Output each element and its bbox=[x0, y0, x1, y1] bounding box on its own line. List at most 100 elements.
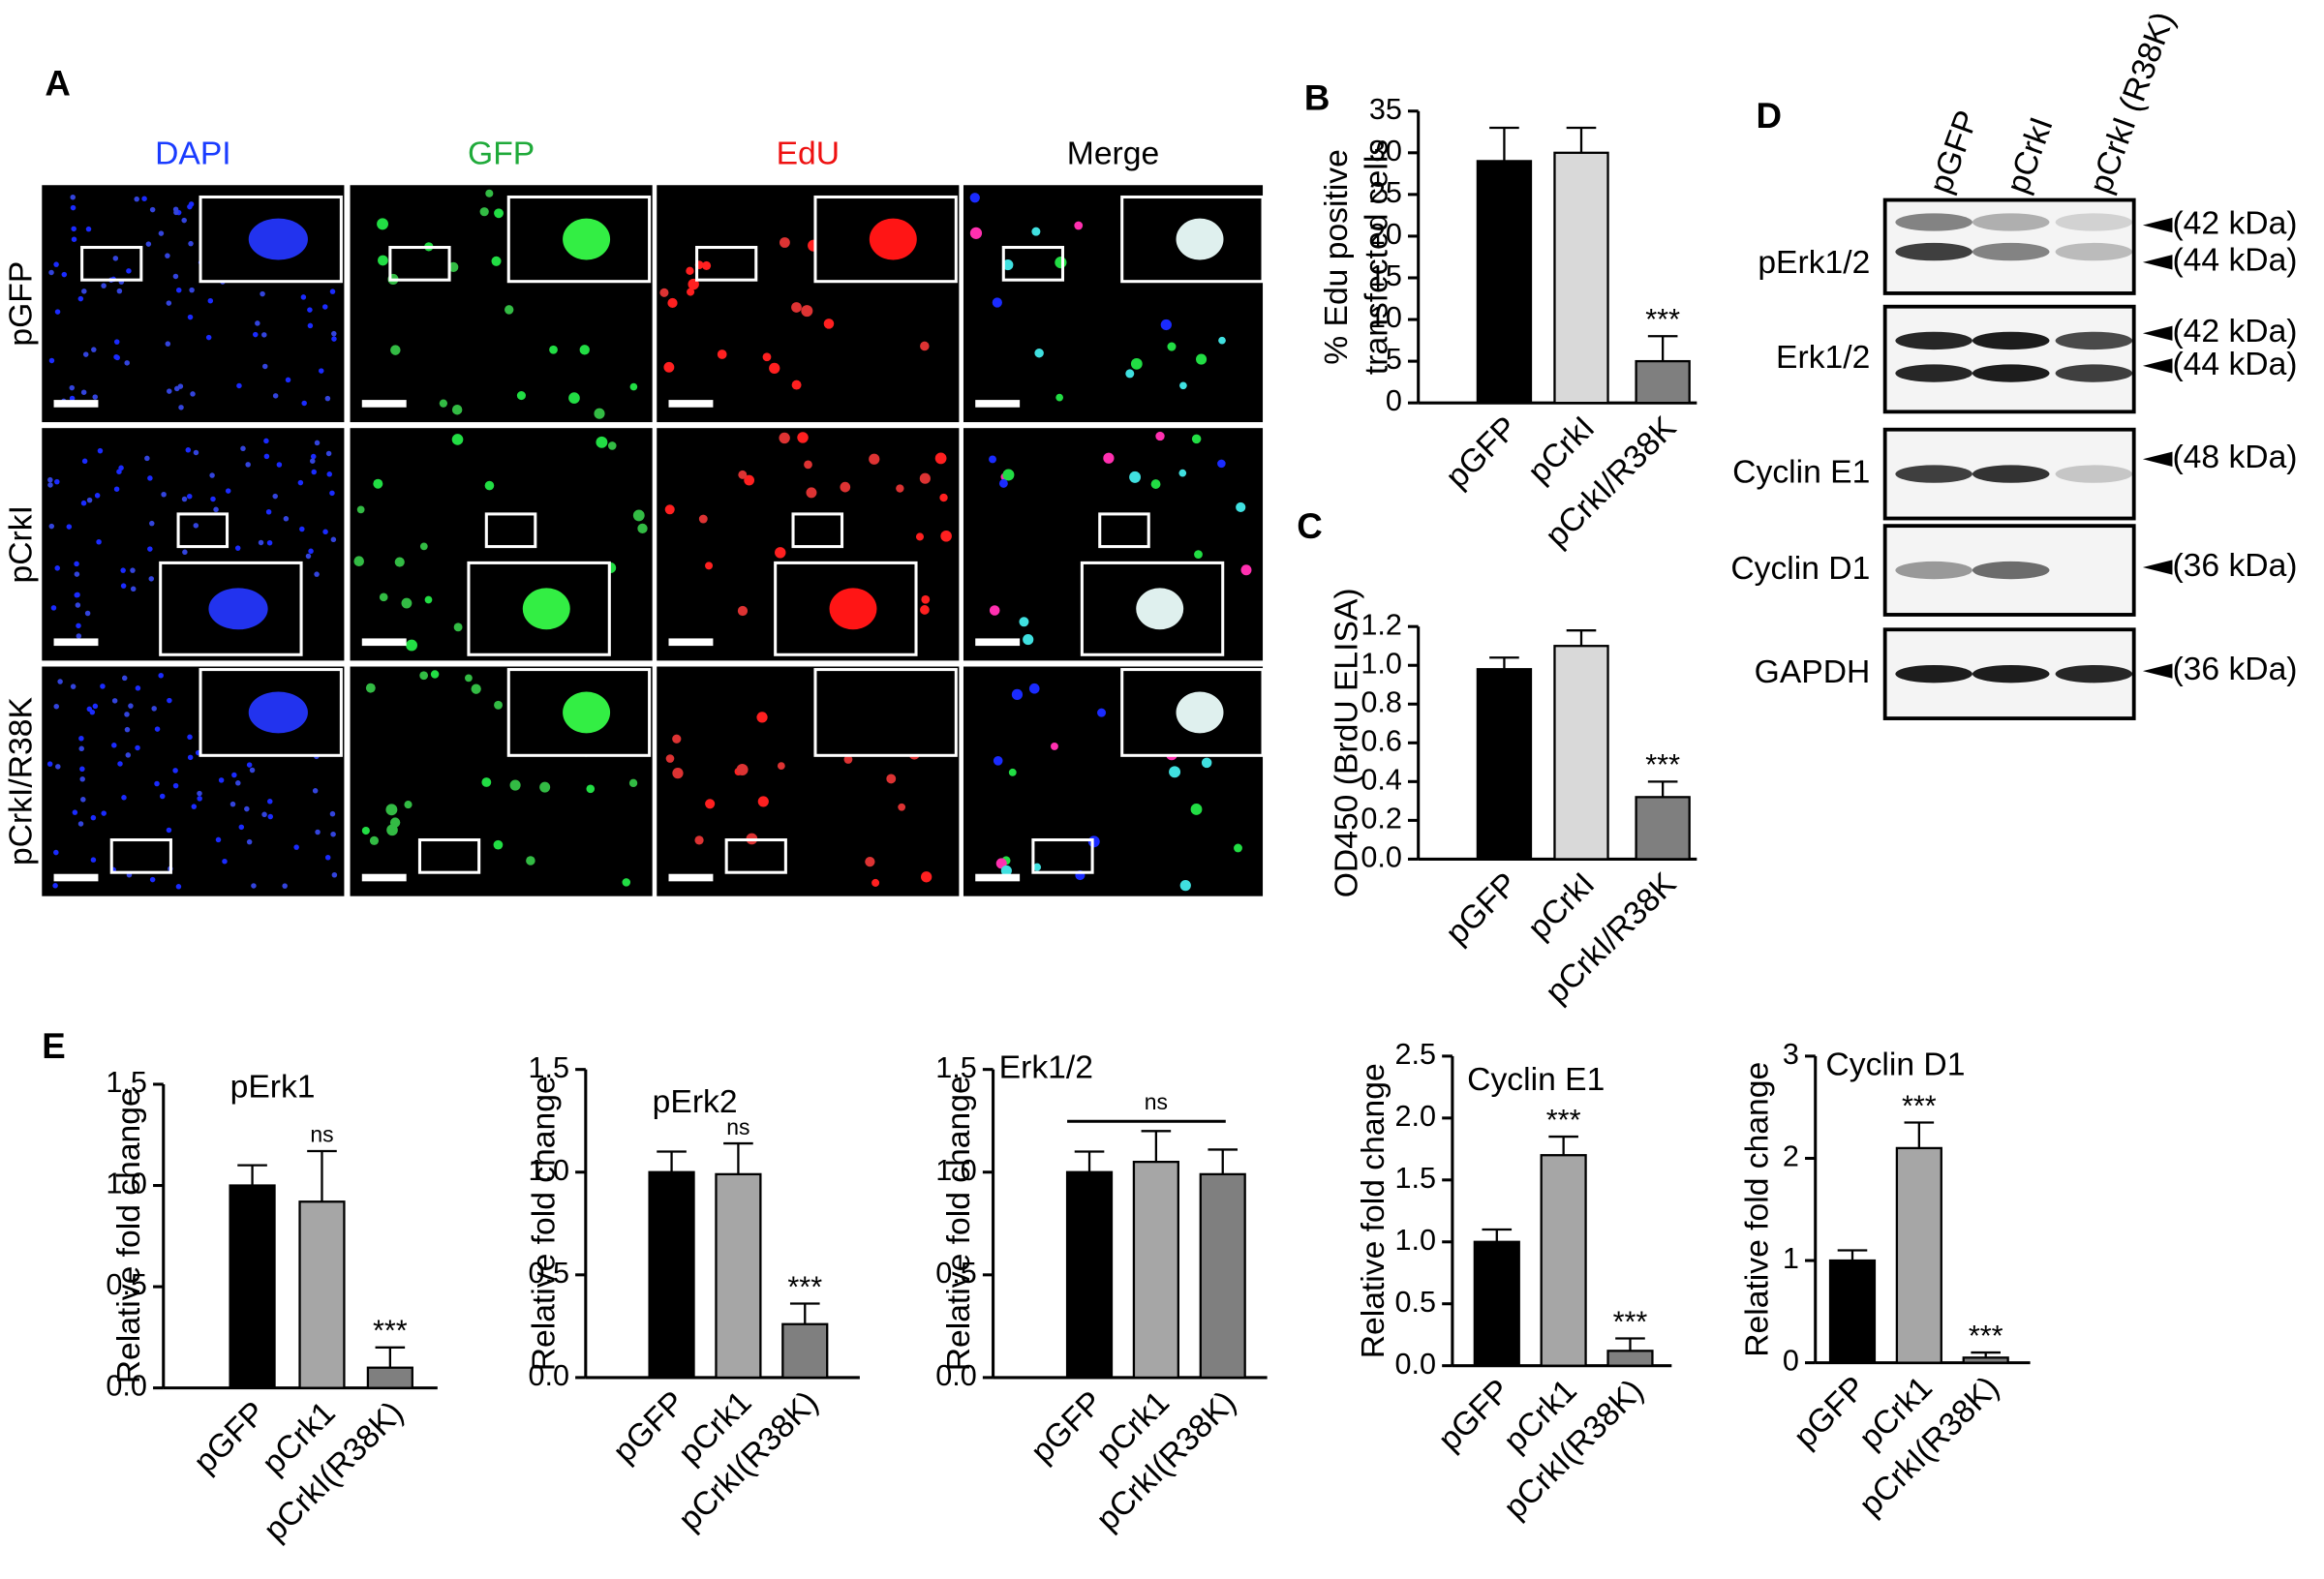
cell-dot bbox=[301, 400, 307, 407]
cell-dot bbox=[134, 196, 139, 202]
cell-dot bbox=[451, 434, 464, 445]
error-bar bbox=[1208, 1148, 1238, 1174]
cell-dot bbox=[1178, 469, 1187, 477]
error-bar bbox=[1482, 1228, 1513, 1242]
bar bbox=[1476, 668, 1533, 861]
cell-dot bbox=[998, 478, 1008, 488]
y-tick-label: 0 bbox=[1386, 384, 1402, 417]
cell-dot bbox=[113, 339, 120, 345]
cell-dot bbox=[373, 478, 383, 489]
cell-dot bbox=[125, 752, 132, 758]
cell-dot bbox=[568, 392, 580, 404]
cell-dot bbox=[263, 453, 270, 460]
arrowhead bbox=[2142, 663, 2173, 679]
band bbox=[1972, 561, 2050, 580]
cell-dot bbox=[737, 605, 749, 617]
cell-dot bbox=[886, 774, 897, 784]
scale-bar bbox=[53, 400, 99, 408]
cell-dot bbox=[261, 811, 267, 818]
bar bbox=[1635, 796, 1691, 861]
cell-dot bbox=[493, 839, 504, 850]
cell-dot bbox=[1130, 357, 1143, 370]
panel-label: E bbox=[42, 1026, 66, 1066]
cell-dot bbox=[779, 237, 790, 248]
column-header: GFP bbox=[468, 137, 535, 172]
column-header: Merge bbox=[1067, 137, 1159, 172]
cell-dot bbox=[307, 307, 313, 313]
size-label: (44 kDa) bbox=[2172, 347, 2297, 382]
micrograph bbox=[657, 428, 960, 661]
cell-dot bbox=[377, 218, 388, 230]
lane-label: pGFP bbox=[1923, 106, 1986, 197]
cell-dot bbox=[178, 405, 184, 410]
cell-dot bbox=[205, 334, 212, 341]
cell-dot bbox=[1002, 259, 1014, 271]
inset-cell bbox=[208, 588, 268, 630]
cell-dot bbox=[969, 227, 983, 239]
cell-dot bbox=[172, 206, 179, 212]
cell-dot bbox=[516, 391, 526, 401]
x-tick-label: pGFP bbox=[1024, 1384, 1110, 1470]
cell-dot bbox=[244, 805, 250, 812]
y-tick-label: 0 bbox=[1783, 1345, 1799, 1378]
y-tick-label: 2 bbox=[1783, 1140, 1799, 1173]
cell-dot bbox=[209, 472, 215, 478]
size-label: (48 kDa) bbox=[2172, 440, 2297, 475]
cell-dot bbox=[86, 706, 93, 713]
y-tick-label: 1.2 bbox=[1361, 608, 1402, 641]
y-axis-label: transfected cells bbox=[1359, 139, 1394, 375]
chart-title: Cyclin D1 bbox=[1825, 1048, 1965, 1083]
panel-label: C bbox=[1297, 506, 1323, 546]
cell-dot bbox=[353, 556, 364, 567]
bar bbox=[715, 1172, 762, 1380]
size-label: (36 kDa) bbox=[2172, 548, 2297, 584]
cell-dot bbox=[293, 844, 299, 850]
arrowhead bbox=[2142, 255, 2173, 270]
bar-chart: 0 5 10 15 20 25 30 35 % Edu positive transfected … bbox=[1319, 93, 1697, 555]
cell-dot bbox=[222, 858, 228, 865]
cell-dot bbox=[390, 345, 401, 355]
cell-dot bbox=[663, 361, 675, 373]
cell-dot bbox=[509, 779, 521, 791]
x-tick-label: pGFP bbox=[1788, 1370, 1873, 1455]
blot-label: GAPDH bbox=[1755, 654, 1871, 690]
x-tick-label: pGFP bbox=[606, 1384, 691, 1470]
cell-dot bbox=[251, 883, 257, 889]
cell-dot bbox=[79, 776, 85, 782]
cell-dot bbox=[1129, 471, 1142, 483]
size-label: (44 kDa) bbox=[2172, 243, 2297, 279]
cell-dot bbox=[1179, 381, 1187, 390]
error-bar bbox=[1647, 335, 1678, 362]
row-label: pGFP bbox=[3, 261, 39, 347]
cell-dot bbox=[314, 440, 321, 446]
y-tick-label: 20 bbox=[1369, 218, 1402, 251]
column-header: EdU bbox=[777, 137, 840, 172]
y-tick-label: 1 bbox=[1783, 1242, 1799, 1275]
cell-dot bbox=[82, 351, 89, 357]
cell-dot bbox=[329, 490, 335, 497]
cell-dot bbox=[144, 455, 150, 462]
cell-dot bbox=[53, 261, 59, 267]
cell-dot bbox=[261, 332, 267, 338]
y-tick-label: 10 bbox=[1369, 301, 1402, 334]
cell-dot bbox=[234, 545, 241, 551]
cell-dot bbox=[361, 826, 370, 835]
cell-dot bbox=[1028, 683, 1040, 694]
cell-dot bbox=[331, 330, 337, 337]
size-label: (42 kDa) bbox=[2172, 205, 2297, 241]
bar bbox=[1540, 1154, 1587, 1367]
cell-dot bbox=[235, 780, 241, 786]
y-tick-label: 1.5 bbox=[106, 1066, 147, 1099]
cell-dot bbox=[148, 576, 155, 582]
y-tick-label: 1.5 bbox=[528, 1051, 569, 1084]
cell-dot bbox=[406, 639, 418, 652]
cell-dot bbox=[779, 432, 790, 444]
inset-box bbox=[791, 512, 844, 549]
cell-dot bbox=[921, 871, 933, 883]
error-bar bbox=[1548, 1135, 1578, 1156]
micrograph bbox=[42, 666, 345, 896]
scale-bar bbox=[975, 873, 1021, 882]
cell-dot bbox=[80, 389, 87, 395]
cell-dot bbox=[300, 294, 307, 300]
